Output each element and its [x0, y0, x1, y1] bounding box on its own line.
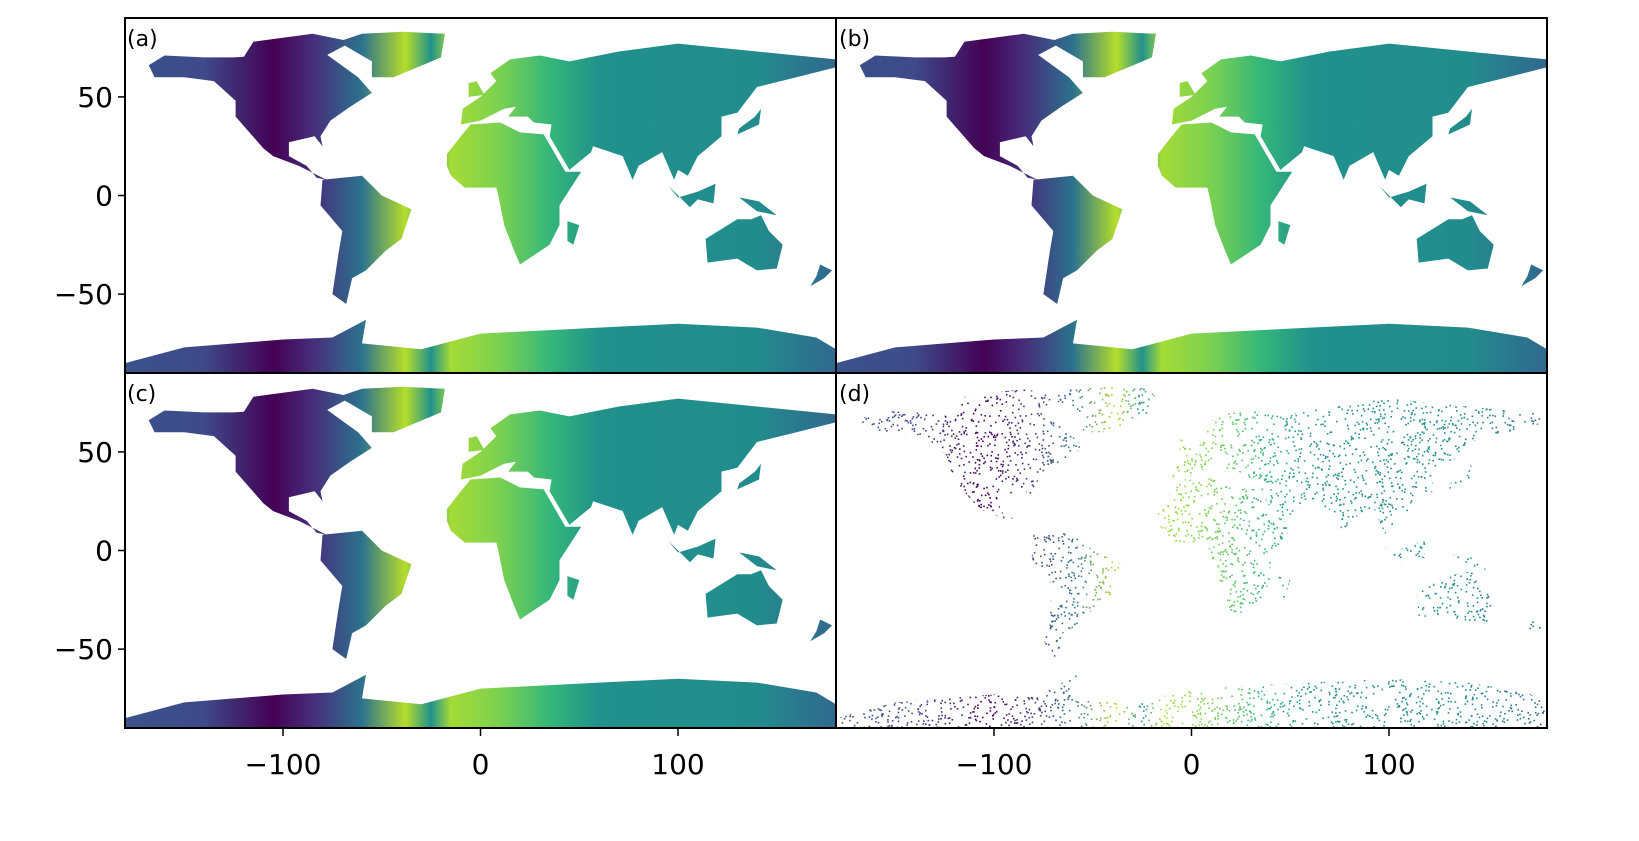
landmass-sumatra-borneo [1379, 538, 1427, 563]
landmass-uk [468, 436, 485, 452]
y-tick-label: −50 [54, 633, 113, 666]
landmass-africa [1157, 477, 1293, 620]
x-tick-label: −100 [245, 748, 322, 781]
x-tick-label: 100 [1362, 748, 1415, 781]
panel-label-c: (c) [127, 382, 156, 407]
landmass-australia [1416, 215, 1494, 271]
landmass-sumatra-borneo [668, 538, 716, 563]
panel-label-d: (d) [839, 382, 870, 407]
landmass-greenland [1049, 31, 1156, 78]
landmass-greenland [338, 386, 445, 433]
landmass-greenland [1049, 386, 1156, 433]
panel-label-b: (b) [839, 27, 870, 52]
landmass-japan [1448, 463, 1472, 490]
landmass-madagascar [1278, 221, 1291, 245]
landmass-antarctica [125, 674, 836, 728]
landmass-new-zealand [810, 264, 833, 287]
y-tick-label: 50 [77, 81, 113, 114]
landmass-south-america [1031, 175, 1123, 304]
landmass-new-guinea [1450, 197, 1488, 216]
landmass-africa [446, 477, 582, 620]
landmass-north-america [859, 51, 1083, 180]
landmass-arctic-islands [243, 33, 353, 58]
landmass-arctic-islands [954, 33, 1064, 58]
panel-frame [835, 372, 1548, 729]
landmass-japan [1448, 108, 1472, 135]
landmass-sumatra-borneo [1379, 183, 1427, 208]
x-tick-label: 0 [1183, 748, 1201, 781]
landmass-uk [1179, 81, 1196, 97]
map-panel-b [836, 31, 1547, 373]
x-tick-label: 0 [472, 748, 490, 781]
landmass-new-zealand [1521, 619, 1544, 642]
x-tick-label: −100 [956, 748, 1033, 781]
landmass-new-guinea [1450, 552, 1488, 571]
map-panel-d [836, 386, 1547, 728]
landmass-north-america [148, 51, 372, 180]
panel-label-a: (a) [127, 27, 158, 52]
x-tick-label: 100 [651, 748, 704, 781]
landmass-australia [1416, 570, 1494, 626]
landmass-japan [737, 463, 761, 490]
landmass-uk [468, 81, 485, 97]
landmass-eurasia [1171, 43, 1547, 180]
y-tick-label: −50 [54, 278, 113, 311]
landmass-greenland [338, 31, 445, 78]
landmass-eurasia [460, 43, 836, 180]
landmass-eurasia [460, 398, 836, 535]
landmass-uk [1179, 436, 1196, 452]
landmass-australia [705, 570, 783, 626]
y-tick-label: 0 [95, 180, 113, 213]
landmass-madagascar [1278, 576, 1291, 600]
landmass-africa [1157, 122, 1293, 265]
landmass-north-america [148, 406, 372, 535]
landmass-australia [705, 215, 783, 271]
landmass-new-guinea [739, 552, 777, 571]
landmass-arctic-islands [954, 388, 1064, 413]
landmass-new-guinea [739, 197, 777, 216]
landmass-south-america [320, 175, 412, 304]
y-tick-label: 0 [95, 535, 113, 568]
landmass-madagascar [567, 576, 580, 600]
landmass-sumatra-borneo [668, 183, 716, 208]
landmass-new-zealand [810, 619, 833, 642]
landmass-antarctica [125, 319, 836, 373]
landmass-africa [446, 122, 582, 265]
landmass-north-america [859, 406, 1083, 535]
landmass-antarctica [836, 319, 1547, 373]
landmass-antarctica [836, 674, 1547, 728]
landmass-new-zealand [1521, 264, 1544, 287]
landmass-arctic-islands [243, 388, 353, 413]
landmass-south-america [320, 530, 412, 659]
map-panel-c [125, 386, 836, 728]
y-tick-label: 50 [77, 436, 113, 469]
map-panel-a [125, 31, 836, 373]
landmass-south-america [1031, 530, 1123, 659]
landmass-eurasia [1171, 398, 1547, 535]
landmass-japan [737, 108, 761, 135]
landmass-madagascar [567, 221, 580, 245]
